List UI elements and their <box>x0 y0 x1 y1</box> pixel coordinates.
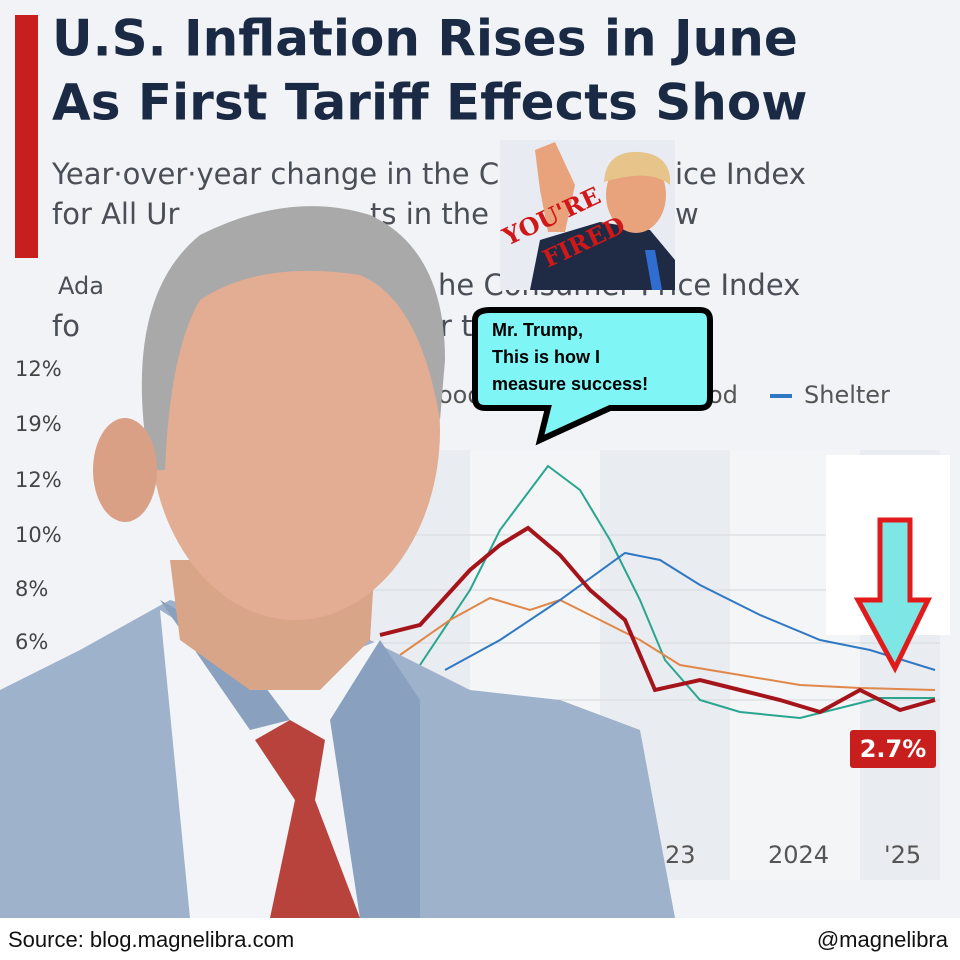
subtitle: for All Ur <box>52 197 179 231</box>
callout-badge <box>850 730 936 768</box>
legend-text: Shelter <box>804 381 890 409</box>
subtitle: ice Index <box>675 157 806 191</box>
inset-hand <box>535 142 575 232</box>
subtitle: Year·over·year change in the C <box>51 157 499 191</box>
handle: @magnelibra <box>817 927 949 952</box>
bubble-text: measure success! <box>492 374 648 394</box>
lines <box>379 464 936 720</box>
lapel <box>160 600 420 918</box>
y-label: 19% <box>15 412 62 436</box>
x-label: '25 <box>884 841 921 869</box>
title-line: U.S. Inflation Rises in June <box>52 10 798 68</box>
x-label: 2024 <box>768 841 829 869</box>
subtitle: fo <box>52 309 80 343</box>
accent-bar <box>15 15 38 258</box>
subtitle: w <box>675 197 699 231</box>
hair <box>141 206 445 471</box>
subtitle: Ada <box>58 272 104 300</box>
inset-suit <box>530 222 675 290</box>
face <box>150 240 440 620</box>
bubble-text: Mr. Trump, <box>492 320 583 340</box>
down-arrow <box>853 517 932 674</box>
x-label: 23 <box>665 841 696 869</box>
y-label: 6% <box>15 630 48 654</box>
source: Source: blog.magnelibra.com <box>8 927 294 952</box>
bubble-text: This is how I <box>492 347 600 367</box>
callout-text: 2.7% <box>860 735 927 763</box>
y-label: 10% <box>15 523 62 547</box>
title-line: As First Tariff Effects Show <box>52 74 807 132</box>
inset-hair <box>604 151 671 185</box>
y-label: 12% <box>15 357 62 381</box>
y-label: 8% <box>15 577 48 601</box>
footer <box>0 918 960 960</box>
tie <box>255 720 360 918</box>
subtitle: ts in the <box>370 197 489 231</box>
speech-bubble <box>472 307 713 446</box>
ear <box>93 418 157 522</box>
subtitle: r t <box>440 309 473 343</box>
y-label: 12% <box>15 468 62 492</box>
inset-tie <box>645 250 662 290</box>
